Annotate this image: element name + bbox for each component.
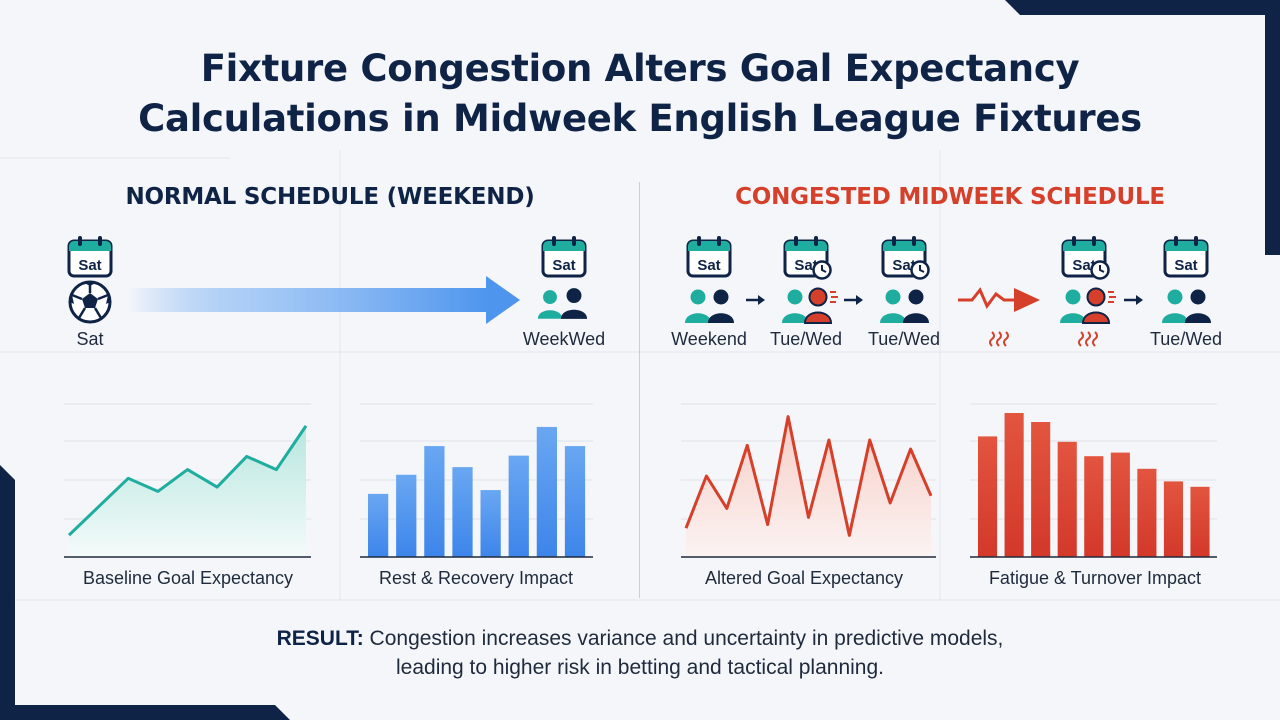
bar — [508, 455, 529, 557]
players-icon — [880, 289, 929, 323]
calendar-icon: Sat — [1163, 236, 1209, 278]
clock-icon — [812, 260, 832, 280]
players-icon — [1162, 289, 1211, 323]
bar — [1163, 481, 1184, 557]
title-line-2: Calculations in Midweek English League F… — [138, 97, 1142, 140]
arrow-right-icon — [746, 295, 765, 305]
clock-icon — [1090, 260, 1110, 280]
chart-4 — [970, 403, 1217, 558]
arrow-right-icon — [844, 295, 863, 305]
result-prefix: RESULT: — [276, 627, 364, 650]
area-fill — [686, 416, 931, 557]
calendar-text: Sat — [1072, 257, 1095, 274]
heat-waves-icon — [1078, 331, 1098, 347]
bar — [1084, 456, 1104, 557]
arrow-right-icon — [128, 276, 520, 324]
chart-title-rest-recovery: Rest & Recovery Impact — [378, 568, 574, 588]
players-icon — [782, 287, 838, 324]
players-icon — [685, 289, 734, 323]
result-line-1: Congestion increases variance and uncert… — [369, 627, 1004, 650]
result-line-2: leading to higher risk in betting and ta… — [396, 656, 884, 679]
calendar-icon: Sat — [686, 236, 732, 278]
heat-waves-icon — [989, 331, 1009, 347]
bar — [424, 446, 445, 557]
bar — [368, 493, 389, 557]
congested-schedule-flow: Sat Sat Sat Sat Sat — [685, 236, 1211, 347]
congested-node-label: Tue/Wed — [1149, 329, 1223, 349]
bar — [1137, 468, 1157, 557]
congested-schedule-heading: CONGESTED MIDWEEK SCHEDULE — [735, 184, 1165, 210]
bar — [452, 467, 473, 557]
charts-layer — [64, 403, 1217, 558]
calendar-text: Sat — [892, 257, 915, 274]
section-divider — [639, 182, 640, 598]
players-icon — [1060, 287, 1116, 324]
calendar-text: Sat — [697, 257, 720, 274]
calendar-text: Sat — [1174, 257, 1197, 274]
area-fill — [69, 425, 306, 557]
calendar-text: Sat — [794, 257, 817, 274]
normal-schedule-heading: NORMAL SCHEDULE (WEEKEND) — [125, 184, 535, 210]
chart-title-fatigue: Fatigue & Turnover Impact — [988, 568, 1202, 588]
bar — [480, 490, 501, 557]
bar — [536, 426, 557, 557]
page-title: Fixture Congestion Alters Goal Expectanc… — [0, 44, 1280, 144]
chart-title-altered: Altered Goal Expectancy — [704, 568, 904, 588]
bar — [1110, 452, 1130, 557]
normal-schedule-flow: Sat Sat — [67, 236, 588, 324]
clock-icon — [910, 260, 930, 280]
calendar-text: Sat — [552, 257, 575, 274]
bar — [978, 436, 998, 557]
bar — [564, 446, 586, 557]
result-statement: RESULT: Congestion increases variance an… — [0, 624, 1280, 682]
chart-2 — [360, 403, 593, 558]
calendar-icon: Sat — [541, 236, 587, 278]
calendar-text: Sat — [78, 257, 101, 274]
chart-title-baseline: Baseline Goal Expectancy — [82, 568, 294, 588]
normal-start-label: Sat — [76, 329, 104, 349]
lightning-arrow-icon — [958, 287, 1040, 312]
title-line-1: Fixture Congestion Alters Goal Expectanc… — [200, 47, 1080, 90]
bar — [1004, 413, 1024, 557]
congested-node-label: Tue/Wed — [769, 329, 843, 349]
bar — [1057, 441, 1077, 557]
congested-node-label: Tue/Wed — [867, 329, 941, 349]
chart-3 — [681, 403, 936, 558]
bar — [1190, 486, 1210, 557]
bar — [396, 474, 417, 557]
arrow-right-icon — [1124, 295, 1143, 305]
normal-end-label: WeekWed — [522, 329, 606, 349]
football-icon — [68, 280, 112, 324]
bar — [1031, 422, 1051, 557]
congested-node-label: Weekend — [671, 329, 747, 349]
calendar-icon: Sat — [67, 236, 113, 278]
chart-1 — [64, 403, 311, 558]
